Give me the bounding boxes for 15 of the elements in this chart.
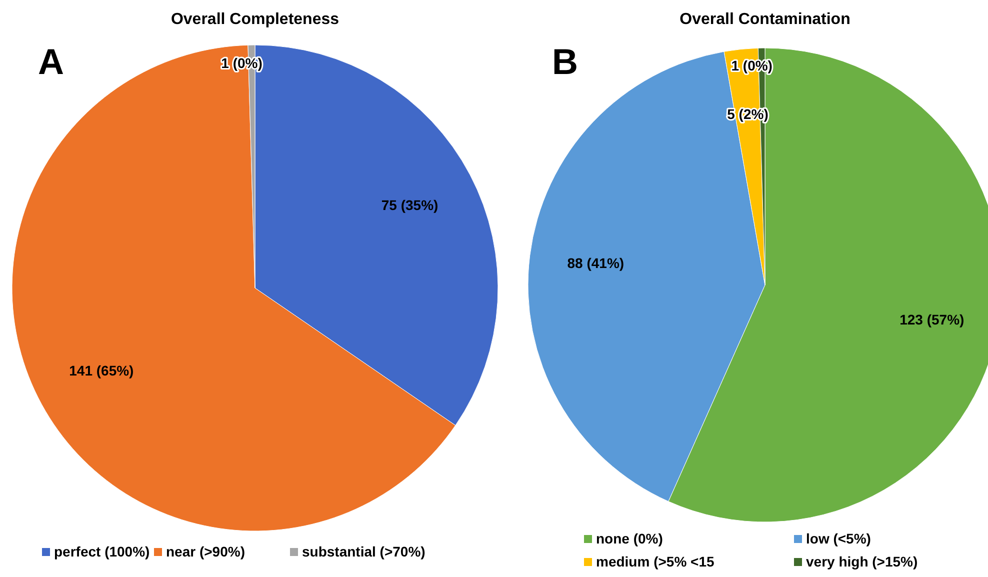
chart-title: Overall Completeness [170, 11, 340, 28]
data-label: 123 (57%) [900, 311, 964, 328]
text: B [552, 41, 578, 82]
legend-label: near (>90%) [166, 544, 245, 560]
data-label: 88 (41%) [567, 254, 624, 271]
text: A [38, 41, 64, 82]
legend-label: medium (>5% <15 [596, 554, 714, 570]
legend-label: none (0%) [596, 530, 663, 547]
data-label: 141 (65%) [69, 362, 134, 378]
chart-title: Overall Contamination [680, 11, 850, 28]
data-label: 75 (35%) [381, 197, 438, 214]
legend-label: substantial (>70%) [302, 544, 426, 560]
legend-label: very high (>15%) [806, 554, 918, 570]
legend-label: low (<5%) [806, 530, 871, 547]
legend-label: perfect (100%) [54, 544, 150, 560]
